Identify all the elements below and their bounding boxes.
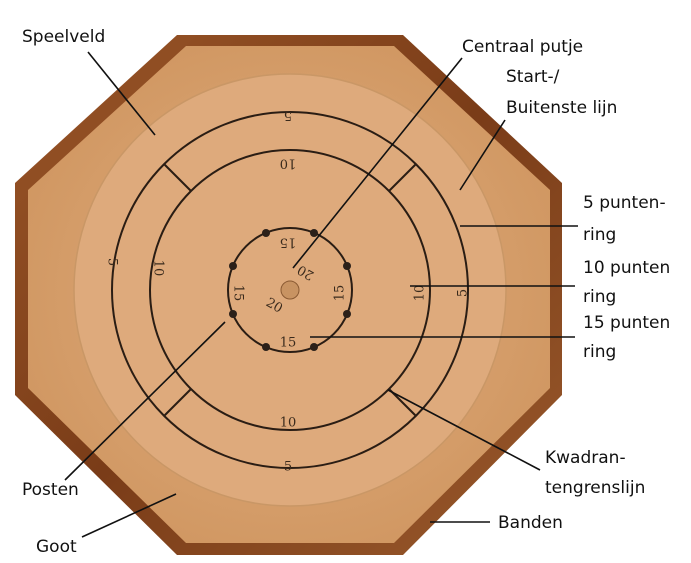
label-line: ring: [583, 225, 616, 245]
board-number: 15: [280, 235, 297, 250]
label: Start-/ Buitenste lijn: [506, 67, 617, 118]
diagram: 5 10 15 5 10 15 15 10 5 5 10 15 20 20 Sp…: [0, 0, 691, 563]
board-number: 5: [105, 258, 120, 266]
label: Centraal putje: [462, 37, 583, 57]
center-hole: [281, 281, 299, 299]
board-number: 10: [151, 260, 166, 277]
label-line: 15 punten: [583, 313, 670, 333]
label: Kwadran- tengrenslijn: [545, 448, 645, 498]
board-number: 10: [280, 156, 297, 171]
label-line: Start-/: [506, 67, 560, 87]
board-number: 10: [413, 285, 428, 302]
label: 10 punten ring: [583, 258, 676, 307]
board-number: 15: [280, 336, 297, 351]
label: 5 punten- ring: [583, 193, 671, 245]
board-number: 5: [284, 108, 292, 123]
label-line: Buitenste lijn: [506, 98, 617, 118]
board-number: 15: [333, 285, 348, 302]
label: 15 punten ring: [583, 313, 676, 362]
label-line: ring: [583, 287, 616, 307]
label-line: 10 punten: [583, 258, 670, 278]
label-line: tengrenslijn: [545, 478, 645, 498]
label-line: Kwadran-: [545, 448, 626, 468]
label: Banden: [498, 513, 563, 533]
board-number: 10: [280, 416, 297, 431]
board-number: 5: [284, 460, 292, 475]
label-line: 5 punten-: [583, 193, 666, 213]
board-number: 5: [456, 289, 471, 297]
label: Speelveld: [22, 27, 105, 47]
label: Goot: [36, 537, 77, 557]
board: 5 10 15 5 10 15 15 10 5 5 10 15 20 20: [15, 35, 562, 555]
label-line: ring: [583, 342, 616, 362]
label: Posten: [22, 480, 79, 500]
board-number: 15: [231, 285, 246, 302]
